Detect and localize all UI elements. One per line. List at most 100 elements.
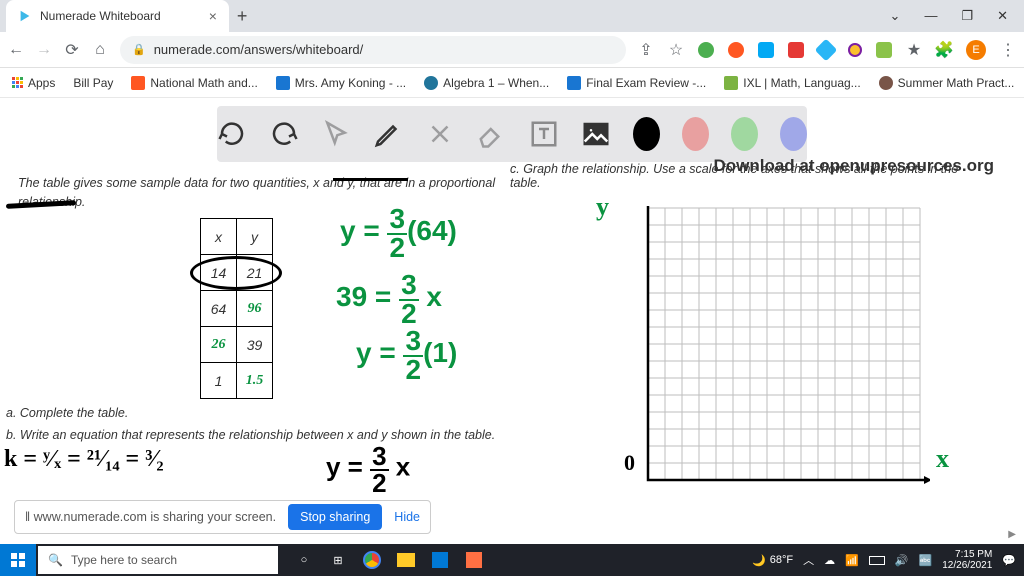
cell-x4: 1 (201, 363, 237, 399)
ext-icon-7[interactable] (876, 42, 892, 58)
color-blue[interactable] (780, 117, 807, 151)
windows-icon (11, 553, 25, 567)
apps-button[interactable]: Apps (12, 76, 55, 90)
weather-widget[interactable]: 🌙 68°F (752, 554, 793, 567)
ext-icon-2[interactable] (728, 42, 744, 58)
tab-title: Numerade Whiteboard (40, 9, 161, 23)
wifi-icon[interactable]: 📶 (845, 554, 859, 567)
taskview-icon[interactable]: ⊞ (324, 546, 352, 574)
handwriting-eq3: y = 32(1) (356, 328, 457, 383)
image-tool[interactable] (581, 117, 611, 151)
home-icon[interactable]: ⌂ (92, 42, 108, 58)
profile-avatar[interactable]: E (966, 40, 986, 60)
whiteboard-toolbar (217, 106, 807, 162)
start-button[interactable] (0, 544, 36, 576)
battery-icon[interactable] (869, 556, 885, 565)
bookmark-nationalmath[interactable]: National Math and... (131, 76, 257, 90)
underline-annotation (333, 178, 408, 181)
browser-tab[interactable]: Numerade Whiteboard × (6, 0, 229, 32)
onedrive-icon[interactable]: ☁ (824, 554, 835, 567)
forward-icon[interactable]: → (36, 42, 52, 58)
graph-area (640, 204, 930, 487)
data-table: xy 1421 6496 2639 11.5 (200, 218, 273, 399)
tools-button[interactable] (425, 117, 455, 151)
th-x: x (201, 219, 237, 255)
text-tool[interactable] (529, 117, 559, 151)
ext-icon-4[interactable] (788, 42, 804, 58)
bookmark-koning[interactable]: Mrs. Amy Koning - ... (276, 76, 406, 90)
maximize-icon[interactable]: ❐ (961, 8, 973, 24)
cell-x2: 64 (201, 291, 237, 327)
bookmarks-bar: Apps Bill Pay National Math and... Mrs. … (0, 68, 1024, 98)
ext-icon-6[interactable] (848, 43, 862, 57)
new-tab-button[interactable]: + (237, 6, 248, 27)
bookmark-icon (424, 76, 438, 90)
lock-icon: 🔒 (132, 43, 146, 56)
bookmark-finalexam[interactable]: Final Exam Review -... (567, 76, 706, 90)
weather-temp: 68°F (770, 554, 793, 566)
cortana-icon[interactable]: ○ (290, 546, 318, 574)
chevron-down-icon[interactable]: ⌄ (890, 8, 901, 24)
store-icon[interactable] (426, 546, 454, 574)
extensions-icon[interactable]: 🧩 (936, 42, 952, 58)
menu-icon[interactable]: ⋮ (1000, 42, 1016, 58)
undo-button[interactable] (217, 117, 247, 151)
ext-icon-1[interactable] (698, 42, 714, 58)
url-bar: ← → ⟳ ⌂ 🔒 numerade.com/answers/whiteboar… (0, 32, 1024, 68)
handwriting-yeq: y = 32 x (326, 444, 410, 495)
taskbar-search[interactable]: 🔍 Type here to search (38, 546, 278, 574)
tab-close-icon[interactable]: × (209, 8, 217, 24)
axis-y-label: y (596, 192, 609, 222)
redo-button[interactable] (269, 117, 299, 151)
taskbar-clock[interactable]: 7:15 PM 12/26/2021 (942, 549, 992, 571)
search-icon: 🔍 (48, 553, 63, 567)
part-b-text: b. Write an equation that represents the… (6, 428, 495, 442)
volume-icon[interactable]: 🔊 (895, 554, 909, 567)
pointer-tool[interactable] (321, 117, 351, 151)
graph-grid (640, 204, 930, 484)
minimize-icon[interactable]: — (924, 8, 937, 24)
stop-sharing-button[interactable]: Stop sharing (288, 504, 382, 530)
back-icon[interactable]: ← (8, 42, 24, 58)
apps-grid-icon (12, 77, 23, 88)
bookmark-star-icon[interactable]: ★ (906, 42, 922, 58)
bookmark-icon (131, 76, 145, 90)
star-icon[interactable]: ☆ (668, 42, 684, 58)
bookmark-ixl[interactable]: IXL | Math, Languag... (724, 76, 860, 90)
clock-time: 7:15 PM (942, 549, 992, 560)
app-icon[interactable] (460, 546, 488, 574)
color-red[interactable] (682, 117, 709, 151)
cell-y3: 39 (237, 327, 273, 363)
notifications-icon[interactable]: 💬 (1002, 554, 1016, 567)
share-message: ‖ www.numerade.com is sharing your scree… (25, 510, 276, 524)
cell-y4: 1.5 (237, 363, 273, 399)
chrome-icon[interactable] (358, 546, 386, 574)
eraser-tool[interactable] (477, 117, 507, 151)
url-text: numerade.com/answers/whiteboard/ (154, 42, 364, 57)
address-bar[interactable]: 🔒 numerade.com/answers/whiteboard/ (120, 36, 626, 64)
ext-icon-5[interactable] (815, 38, 838, 61)
close-window-icon[interactable]: ✕ (997, 8, 1008, 24)
language-icon[interactable]: 🔤 (919, 554, 933, 567)
bookmark-algebra[interactable]: Algebra 1 – When... (424, 76, 549, 90)
explorer-icon[interactable] (392, 546, 420, 574)
bookmark-summermath[interactable]: Summer Math Pract... (879, 76, 1015, 90)
bookmark-billpay[interactable]: Bill Pay (73, 76, 113, 90)
scroll-indicator[interactable]: ▶ (1008, 529, 1016, 540)
whiteboard-content: The table gives some sample data for two… (0, 162, 1024, 224)
ext-icon-3[interactable] (758, 42, 774, 58)
download-text: Download at openupresources.org (713, 156, 994, 176)
tray-chevron-icon[interactable]: ︿ (803, 552, 814, 568)
color-black[interactable] (633, 117, 660, 151)
cell-x3: 26 (201, 327, 237, 363)
reload-icon[interactable]: ⟳ (64, 42, 80, 58)
hide-share-button[interactable]: Hide (394, 510, 420, 524)
bookmark-icon (879, 76, 893, 90)
numerade-icon (18, 9, 32, 23)
th-y: y (237, 219, 273, 255)
pen-tool[interactable] (373, 117, 403, 151)
part-a-text: a. Complete the table. (6, 406, 128, 420)
color-green[interactable] (731, 117, 758, 151)
share-page-icon[interactable]: ⇪ (638, 42, 654, 58)
handwriting-eq2: 39 = 32 x (336, 272, 442, 327)
